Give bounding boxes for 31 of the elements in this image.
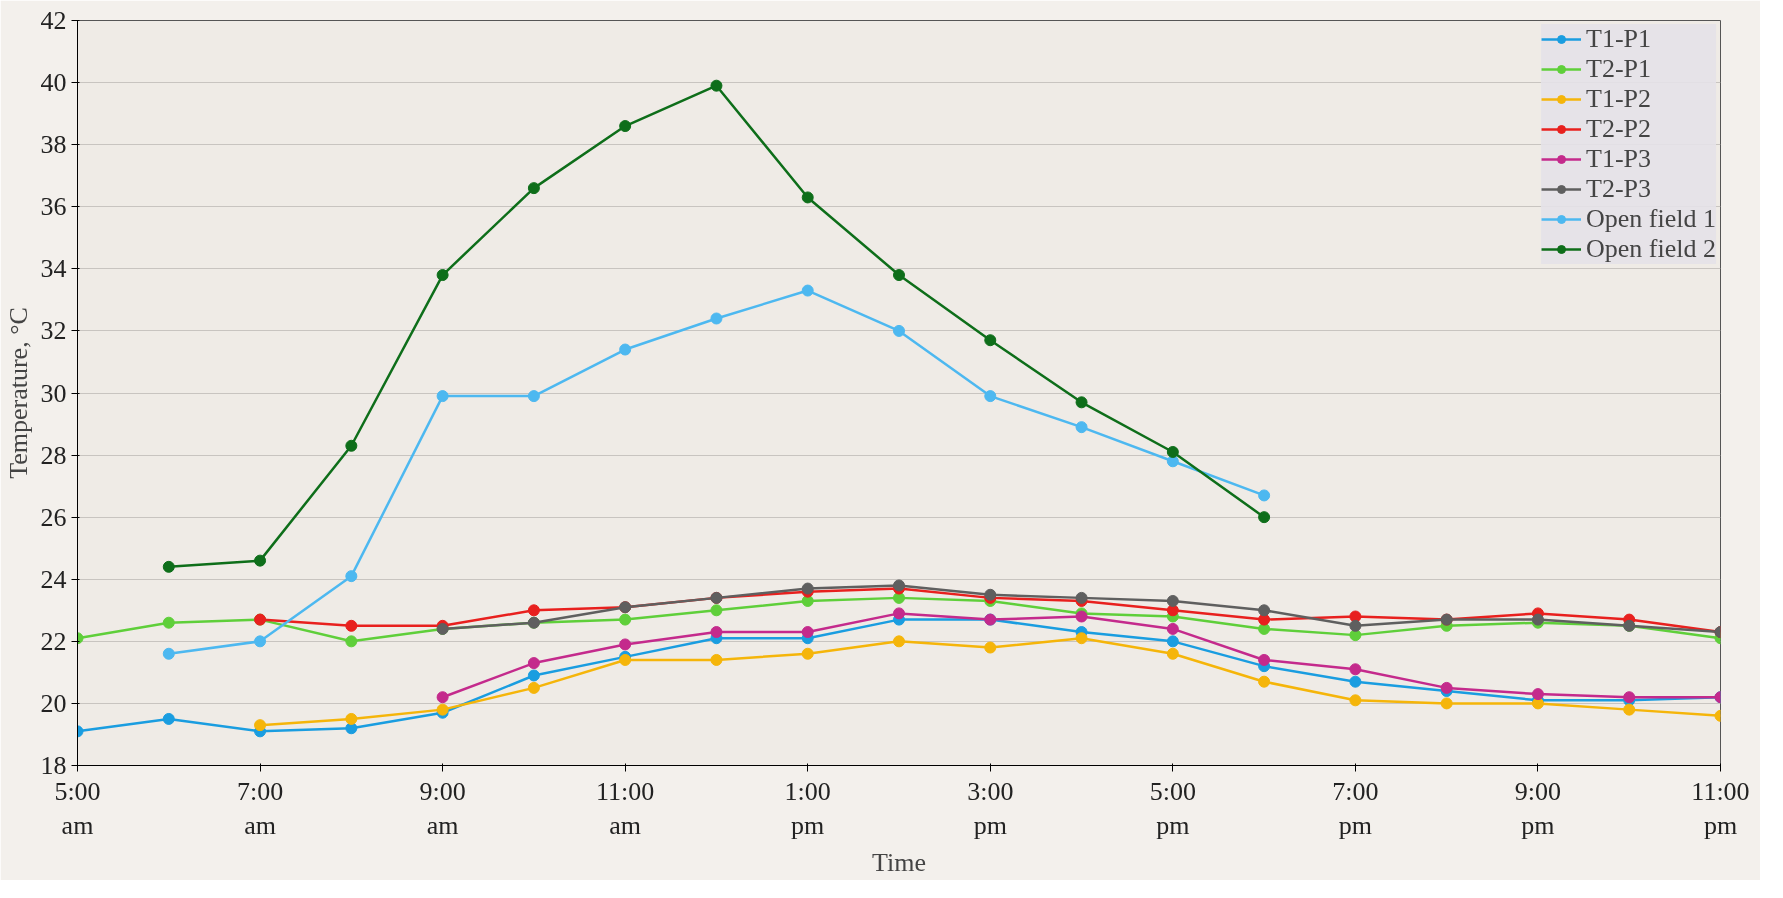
x-tick-label: 3:00 pm bbox=[967, 776, 1014, 841]
x-axis-title: Time bbox=[872, 848, 926, 878]
y-tick-label: 20 bbox=[40, 688, 67, 718]
x-tick-label: 1:00 pm bbox=[784, 776, 831, 841]
y-tick-label: 30 bbox=[40, 378, 67, 408]
y-tick-label: 34 bbox=[40, 254, 67, 284]
y-tick-label: 32 bbox=[40, 316, 67, 346]
legend-label: T1-P1 bbox=[1586, 24, 1652, 54]
y-tick-label: 36 bbox=[40, 192, 67, 222]
y-tick-label: 26 bbox=[40, 502, 67, 532]
y-tick-label: 28 bbox=[40, 440, 67, 470]
x-tick-label: 5:00 pm bbox=[1149, 776, 1196, 841]
legend-label: T1-P3 bbox=[1586, 144, 1652, 174]
y-tick-label: 24 bbox=[40, 564, 67, 594]
x-tick-label: 7:00 pm bbox=[1332, 776, 1379, 841]
y-tick-label: 40 bbox=[40, 68, 67, 98]
x-tick-label: 9:00 pm bbox=[1514, 776, 1562, 841]
x-tick-label: 7:00 am bbox=[236, 776, 284, 841]
legend-label: T2-P1 bbox=[1586, 54, 1652, 84]
y-tick-label: 42 bbox=[40, 6, 67, 35]
x-tick-label: 11:00 pm bbox=[1691, 776, 1750, 841]
x-tick-label: 11:00 am bbox=[596, 776, 655, 841]
legend-label: Open field 2 bbox=[1586, 234, 1716, 264]
legend-label: T1-P2 bbox=[1586, 84, 1652, 114]
legend-label: T2-P2 bbox=[1586, 114, 1652, 144]
y-tick-label: 38 bbox=[40, 130, 67, 160]
legend-label: Open field 1 bbox=[1586, 204, 1716, 234]
y-tick-label: 22 bbox=[40, 626, 67, 656]
y-axis-title: Temperature, °C bbox=[3, 307, 33, 479]
legend-label: T2-P3 bbox=[1586, 174, 1652, 204]
x-tick-label: 9:00 am bbox=[419, 776, 466, 841]
